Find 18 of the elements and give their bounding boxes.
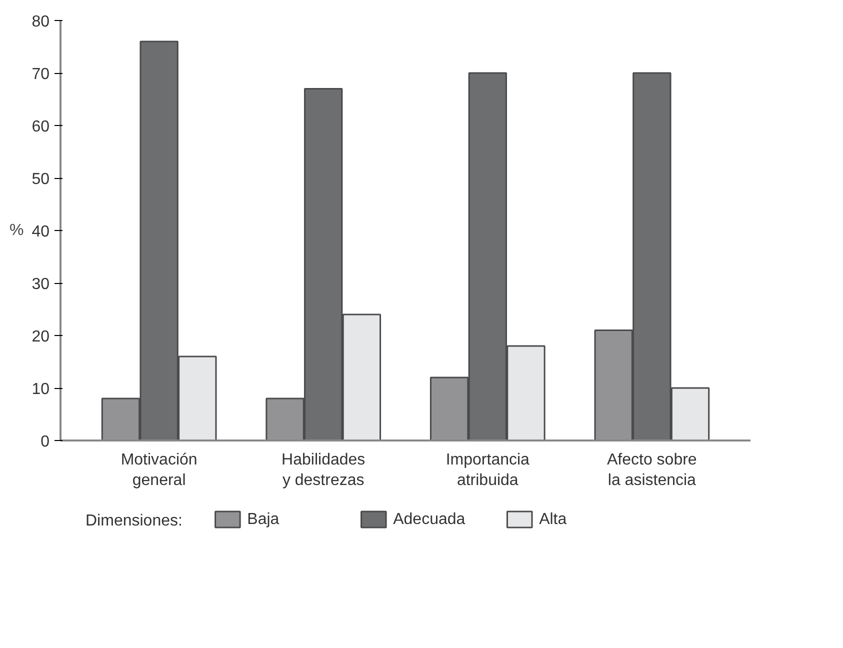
x-tick-label: Afecto sobre la asistencia [607,452,697,489]
y-tick-label: 10 [32,381,50,398]
y-tick-label: 0 [40,434,50,450]
x-tick-label: Motivación general [120,452,198,489]
x-tick-label: Habilidades y destrezas [282,452,366,489]
y-tick-label: 40 [32,224,50,240]
legend-label: Alta [539,511,567,528]
legend-title: Dimensiones: [86,512,182,530]
legend-label: Adecuada [393,511,466,528]
y-tick-label: 20 [32,328,50,346]
legend-label: Baja [247,511,280,528]
y-tick-label: 70 [32,66,50,83]
y-tick-label: 80 [32,14,50,30]
x-tick-label: Importancia atribuida [446,452,530,489]
y-tick-label: 50 [32,171,50,188]
y-tick-label: 30 [32,276,50,293]
y-tick-label: 60 [32,118,50,136]
y-axis-title: % [9,222,24,239]
